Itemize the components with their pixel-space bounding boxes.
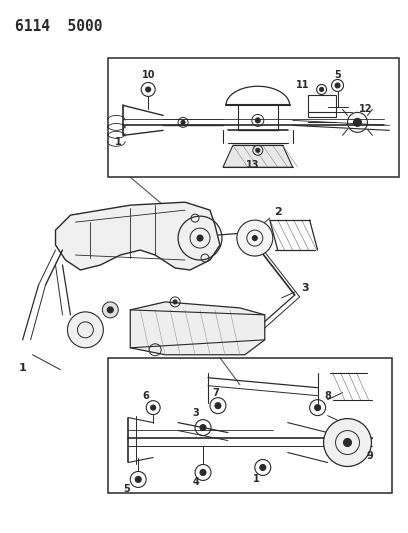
Text: 1: 1 [19,363,27,373]
Circle shape [173,300,177,304]
Text: 7: 7 [213,387,220,398]
Circle shape [324,418,371,466]
Bar [308,95,335,117]
Text: 8: 8 [324,391,331,401]
Circle shape [146,87,151,92]
Circle shape [67,312,103,348]
Text: 2: 2 [274,207,282,217]
Text: 4: 4 [193,478,200,488]
Circle shape [135,477,141,482]
Circle shape [215,402,221,409]
Polygon shape [223,146,293,167]
Text: 5: 5 [334,70,341,80]
Circle shape [256,148,260,152]
Circle shape [315,405,321,410]
Text: 13: 13 [246,160,259,170]
Text: 12: 12 [359,104,372,115]
Circle shape [237,220,273,256]
Polygon shape [130,302,265,355]
Circle shape [200,425,206,431]
Circle shape [319,87,324,92]
Circle shape [260,464,266,471]
Text: 10: 10 [142,70,155,80]
Bar [109,58,399,177]
Circle shape [255,118,260,123]
Text: 6114  5000: 6114 5000 [15,19,102,34]
Circle shape [107,307,113,313]
Circle shape [200,470,206,475]
Text: 3: 3 [301,283,308,293]
Circle shape [353,118,361,126]
Text: 3: 3 [193,408,200,418]
Circle shape [181,120,185,124]
Circle shape [335,83,340,88]
Circle shape [344,439,352,447]
Text: 1: 1 [253,474,259,484]
Text: 9: 9 [366,450,373,461]
Circle shape [252,236,257,240]
Circle shape [102,302,118,318]
Circle shape [151,405,156,410]
Bar [109,358,392,494]
Circle shape [197,235,203,241]
Polygon shape [55,202,220,270]
Text: 5: 5 [123,484,130,495]
Text: 1: 1 [115,138,122,147]
Text: 11: 11 [296,80,309,91]
Text: 6: 6 [143,391,150,401]
